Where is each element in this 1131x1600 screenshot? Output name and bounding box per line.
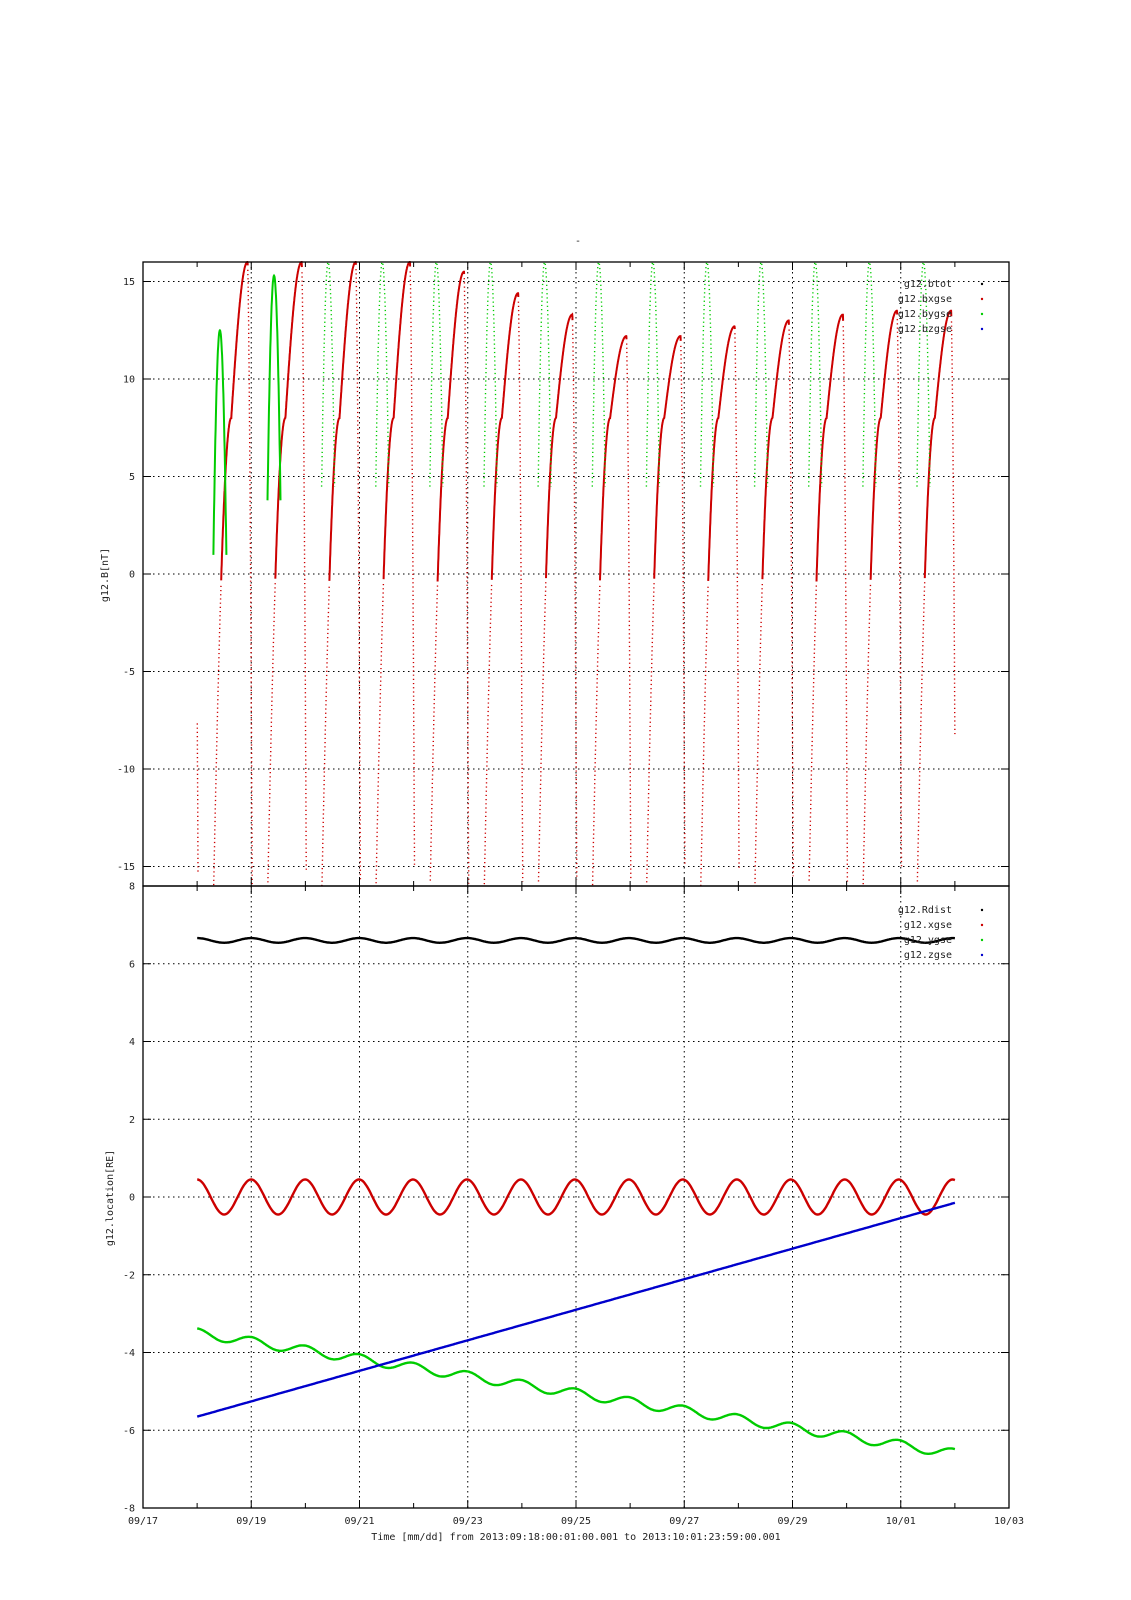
bygse-series-line	[320, 261, 336, 487]
legend-marker	[980, 327, 984, 331]
bygse-series-line	[808, 261, 823, 487]
b-field-y-label: g12.B[nT]	[100, 548, 111, 602]
x-tick-label: 09/23	[453, 1516, 483, 1527]
bygse-series-line	[537, 261, 552, 487]
bygse-series-line	[375, 261, 390, 487]
bxgse-series-line	[653, 335, 682, 579]
y-tick-label: -5	[123, 667, 135, 678]
bygse-series-line	[429, 261, 444, 487]
y-tick-label: 8	[129, 882, 135, 893]
y-tick-label: -8	[123, 1504, 135, 1515]
bygse-series-line	[266, 273, 282, 501]
y-tick-label: 6	[129, 959, 135, 970]
legend-label: g12.bxgse	[898, 294, 952, 305]
x-tick-label: 10/03	[994, 1516, 1024, 1527]
x-tick-label: 10/01	[886, 1516, 916, 1527]
y-tick-label: -10	[117, 765, 135, 776]
x-tick-label: 09/21	[344, 1516, 374, 1527]
zgse-series-line	[196, 1201, 956, 1418]
bxgse-series-line	[896, 319, 926, 882]
bygse-series-line	[862, 261, 877, 487]
bxgse-series-line	[328, 261, 357, 581]
y-tick-label: -15	[117, 862, 135, 873]
b-field-y-ticks: -15 -10 -5 0 5 10 15	[117, 277, 1009, 873]
y-tick-label: 0	[129, 1193, 135, 1204]
legend-marker	[980, 297, 984, 301]
ygse-series-line	[196, 1327, 956, 1455]
y-tick-label: 5	[129, 472, 135, 483]
bxgse-series-line	[707, 325, 736, 581]
bxgse-series-line	[680, 345, 709, 887]
x-tick-label: 09/17	[128, 1516, 158, 1527]
y-tick-label: -6	[123, 1426, 135, 1437]
bxgse-series-line	[950, 321, 956, 735]
bygse-series-line	[483, 261, 498, 487]
b-field-legend: g12.btot g12.bxgse g12.bygse g12.bzgse	[898, 279, 984, 335]
bygse-series-line	[753, 261, 769, 487]
bxgse-series-line	[545, 312, 574, 579]
x-axis: 09/17 09/19 09/21 09/23 09/25 09/27 09/29 10/01…	[128, 262, 1024, 1527]
legend-marker	[980, 908, 984, 912]
x-tick-label: 09/25	[561, 1516, 591, 1527]
legend-marker	[980, 953, 984, 957]
y-tick-label: 4	[129, 1037, 135, 1048]
b-field-panel: -15 -10 -5 0 5 10 15 g12.btot g12.bxgse g12.bygs…	[100, 261, 1010, 887]
legend-label: g12.zgse	[904, 950, 952, 961]
bxgse-series-line	[247, 269, 276, 886]
bxgse-series-line	[409, 271, 439, 881]
bxgse-series-line	[923, 309, 953, 579]
legend-label: g12.bygse	[898, 309, 952, 320]
legend-marker	[980, 282, 984, 286]
bxgse-series-line	[761, 319, 790, 580]
bygse-series-line	[591, 261, 606, 487]
location-grid	[143, 886, 1009, 1508]
bxgse-series-line	[436, 270, 466, 582]
y-tick-label: -4	[123, 1348, 135, 1359]
bxgse-series-line	[788, 329, 817, 881]
location-y-ticks: -8 -6 -4 -2 0 2 4 6 8	[123, 882, 1009, 1515]
legend-marker	[980, 923, 984, 927]
bxgse-series-line	[355, 269, 385, 884]
legend-label: g12.xgse	[904, 920, 952, 931]
legend-label: g12.ygse	[904, 935, 952, 946]
bxgse-series-line	[815, 313, 845, 582]
x-tick-label: 09/29	[777, 1516, 807, 1527]
x-axis-label: Time [mm/dd] from 2013:09:18:00:01:00.00…	[371, 1532, 780, 1543]
bygse-series-line	[212, 328, 228, 555]
location-legend: g12.Rdist g12.xgse g12.ygse g12.zgse	[898, 905, 984, 961]
bygse-series-line	[645, 261, 661, 487]
legend-label: g12.Rdist	[898, 905, 952, 916]
chart-title: -	[575, 236, 581, 247]
bxgse-series-line	[842, 326, 872, 885]
bxgse-series-line	[463, 278, 493, 885]
location-y-label: g12.location[RE]	[105, 1150, 116, 1246]
bxgse-series-line	[571, 325, 601, 886]
x-tick-label: 09/19	[236, 1516, 266, 1527]
x-tick-label: 09/27	[669, 1516, 699, 1527]
legend-marker	[980, 938, 984, 942]
b-field-series	[196, 261, 956, 887]
bxgse-series-line	[517, 301, 547, 882]
bxgse-series-line	[599, 335, 628, 581]
y-tick-label: 0	[129, 570, 135, 581]
legend-marker	[980, 312, 984, 316]
legend-label: g12.btot	[904, 279, 952, 290]
bxgse-series-line	[734, 333, 763, 884]
y-tick-label: -2	[123, 1270, 135, 1281]
rdist-series-line	[197, 936, 956, 945]
legend-label: g12.bzgse	[898, 324, 952, 335]
bxgse-series-line	[626, 343, 655, 883]
y-tick-label: 10	[123, 375, 135, 386]
bxgse-series-line	[196, 584, 222, 886]
xgse-series-line	[197, 1178, 956, 1216]
bxgse-series-line	[301, 272, 330, 887]
bygse-series-line	[699, 261, 715, 487]
y-tick-label: 2	[129, 1115, 135, 1126]
y-tick-label: 15	[123, 277, 135, 288]
bxgse-series-line	[382, 261, 412, 580]
location-series	[196, 936, 956, 1455]
